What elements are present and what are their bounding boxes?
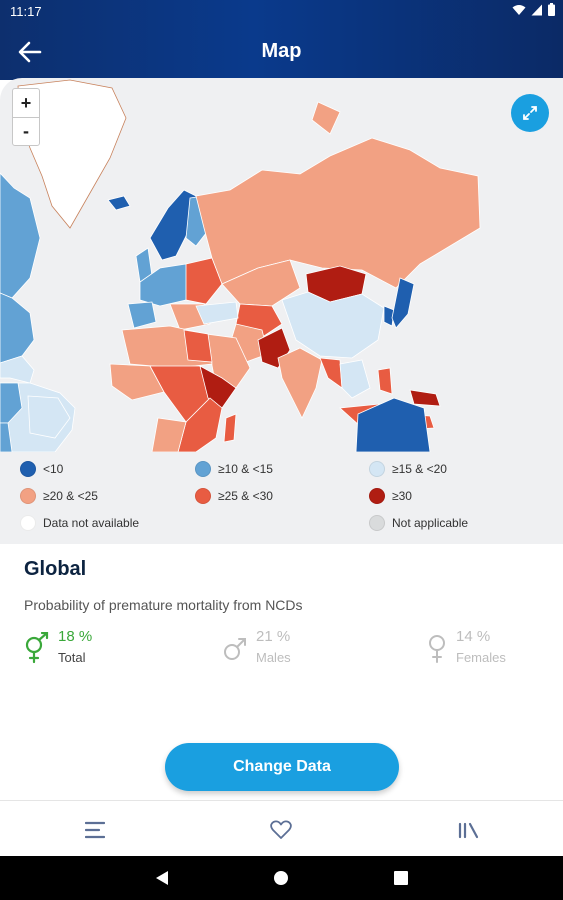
region-title: Global	[24, 558, 87, 580]
back-button[interactable]	[14, 36, 46, 68]
region-bangladesh-myanmar	[319, 357, 343, 389]
region-turkey	[195, 301, 239, 325]
region-southeast-asia	[339, 359, 371, 399]
status-icons	[512, 3, 555, 16]
legend-label: ≥25 & <30	[218, 489, 273, 503]
library-icon	[458, 822, 479, 839]
nav-recents-button[interactable]	[391, 868, 411, 888]
legend-swatch	[195, 488, 211, 504]
legend-swatch	[369, 515, 385, 531]
zoom-in-button[interactable]: +	[20, 92, 32, 113]
tab-menu[interactable]	[82, 817, 108, 843]
legend-swatch	[369, 488, 385, 504]
tab-favorites[interactable]	[268, 817, 294, 843]
nav-back-button[interactable]	[152, 868, 172, 888]
legend-item: ≥20 & <25	[20, 488, 98, 504]
legend-item: ≥15 & <20	[369, 461, 447, 477]
expand-icon	[523, 106, 537, 120]
system-nav-bar	[0, 856, 563, 900]
bottom-tab-bar	[0, 800, 563, 856]
legend-label: Data not available	[43, 516, 140, 530]
region-brazil-east	[27, 395, 71, 439]
map-legend: <10 ≥10 & <15 ≥15 & <20 ≥20 & <25 ≥25 & …	[0, 452, 563, 544]
zoom-out-button[interactable]: -	[13, 117, 39, 145]
region-egypt	[183, 329, 213, 363]
gender-both-icon	[25, 632, 49, 664]
stat-value: 21 %	[256, 628, 291, 645]
battery-icon	[548, 3, 555, 16]
legend-item: ≥25 & <30	[195, 488, 273, 504]
region-australia	[355, 397, 431, 452]
stat-value: 18 %	[58, 628, 93, 645]
stat-males[interactable]: 21 % Males	[222, 628, 291, 665]
circle-home-icon	[274, 871, 288, 885]
stat-value: 14 %	[456, 628, 491, 645]
legend-swatch	[20, 461, 36, 477]
legend-label: ≥30	[392, 489, 412, 503]
region-russia	[195, 137, 481, 289]
region-canada	[0, 172, 41, 299]
wifi-icon	[512, 4, 526, 15]
region-west-africa	[109, 363, 165, 401]
arrow-left-icon	[18, 41, 42, 63]
change-data-button[interactable]: Change Data	[165, 743, 399, 791]
indicator-name: Probability of premature mortality from …	[24, 597, 303, 613]
male-icon	[224, 638, 246, 660]
region-southern-africa	[151, 417, 187, 452]
region-india	[277, 347, 323, 419]
region-madagascar	[223, 413, 237, 443]
region-japan	[391, 277, 415, 329]
legend-label: ≥15 & <20	[392, 462, 447, 476]
region-russia-far-east	[311, 101, 341, 135]
heart-icon	[270, 820, 292, 839]
nav-home-button[interactable]	[271, 868, 291, 888]
page-title: Map	[261, 40, 302, 62]
legend-item: ≥30	[369, 488, 412, 504]
app-bar: 11:17 Map	[0, 0, 563, 80]
status-time: 11:17	[10, 4, 42, 19]
legend-label: <10	[43, 462, 64, 476]
stat-females[interactable]: 14 % Females	[426, 628, 506, 665]
legend-label: ≥10 & <15	[218, 462, 273, 476]
stat-total[interactable]: 18 % Total	[24, 628, 92, 665]
legend-label: ≥20 & <25	[43, 489, 98, 503]
region-korea	[383, 305, 395, 327]
legend-item: Not applicable	[369, 515, 468, 531]
region-china	[281, 291, 385, 359]
stat-label: Males	[256, 650, 291, 665]
legend-swatch	[20, 515, 36, 531]
region-east-africa	[177, 397, 223, 452]
legend-swatch	[195, 461, 211, 477]
legend-item: ≥10 & <15	[195, 461, 273, 477]
choropleth-map[interactable]	[0, 78, 563, 452]
region-east-europe	[185, 257, 223, 305]
menu-icon	[85, 821, 105, 839]
region-usa	[0, 292, 35, 364]
region-iceland	[107, 195, 131, 211]
square-recents-icon	[394, 871, 408, 885]
legend-swatch	[20, 488, 36, 504]
tab-library[interactable]	[456, 817, 482, 843]
region-papua	[409, 389, 441, 407]
region-philippines	[377, 367, 393, 395]
stat-label: Total	[58, 650, 86, 665]
region-peru	[0, 422, 13, 452]
triangle-back-icon	[156, 871, 168, 885]
legend-item: <10	[20, 461, 63, 477]
female-icon	[429, 635, 445, 663]
legend-item: Data not available	[20, 515, 139, 531]
zoom-control: + -	[12, 88, 40, 146]
region-horn-africa	[199, 365, 237, 409]
legend-label: Not applicable	[392, 516, 469, 530]
legend-swatch	[369, 461, 385, 477]
signal-icon	[531, 4, 542, 15]
region-arabia	[205, 333, 251, 389]
world-map[interactable]: + -	[0, 78, 563, 452]
fullscreen-button[interactable]	[511, 94, 549, 132]
region-colombia	[0, 382, 23, 424]
stat-label: Females	[456, 650, 506, 665]
region-iberia	[127, 301, 157, 329]
